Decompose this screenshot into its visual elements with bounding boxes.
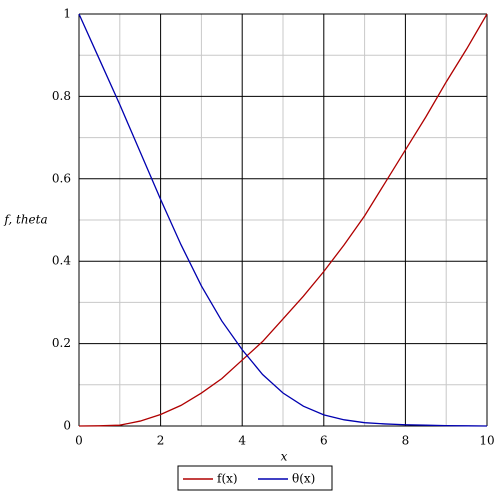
y-tick-label: 1 [63, 7, 71, 21]
x-tick-label: 10 [479, 434, 494, 448]
x-tick-label: 0 [75, 434, 83, 448]
grid [78, 13, 488, 427]
y-tick-label: 0.6 [52, 171, 71, 185]
x-tick-label: 8 [402, 434, 410, 448]
y-axis-label: f, theta [3, 213, 47, 227]
y-tick-label: 0.2 [52, 336, 71, 350]
y-tick-label: 0.4 [52, 254, 71, 268]
x-tick-label: 2 [157, 434, 165, 448]
legend-label: f(x) [217, 472, 238, 486]
x-tick-label: 4 [238, 434, 246, 448]
x-tick-label: 6 [320, 434, 328, 448]
y-tick-label: 0.8 [52, 89, 71, 103]
legend-box [177, 465, 333, 491]
series-line [78, 13, 488, 427]
series-line [78, 13, 488, 427]
y-tick-label: 0 [63, 419, 71, 433]
x-axis-label: x [281, 450, 288, 464]
legend-label: θ(x) [292, 472, 315, 486]
